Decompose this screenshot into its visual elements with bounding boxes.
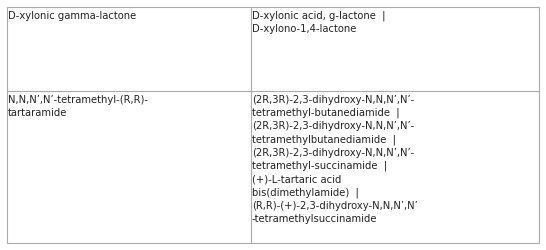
- Text: (2R,3R)-2,3-dihydroxy-N,N,N’,N’-
tetramethyl-butanediamide  |
(2R,3R)-2,3-dihydr: (2R,3R)-2,3-dihydroxy-N,N,N’,N’- tetrame…: [252, 94, 418, 224]
- Text: D-xylonic acid, g-lactone  |
D-xylono-1,4-lactone: D-xylonic acid, g-lactone | D-xylono-1,4…: [252, 11, 385, 34]
- Text: N,N,N’,N’-tetramethyl-(R,R)-
tartaramide: N,N,N’,N’-tetramethyl-(R,R)- tartaramide: [8, 94, 148, 118]
- Text: D-xylonic gamma-lactone: D-xylonic gamma-lactone: [8, 11, 136, 21]
